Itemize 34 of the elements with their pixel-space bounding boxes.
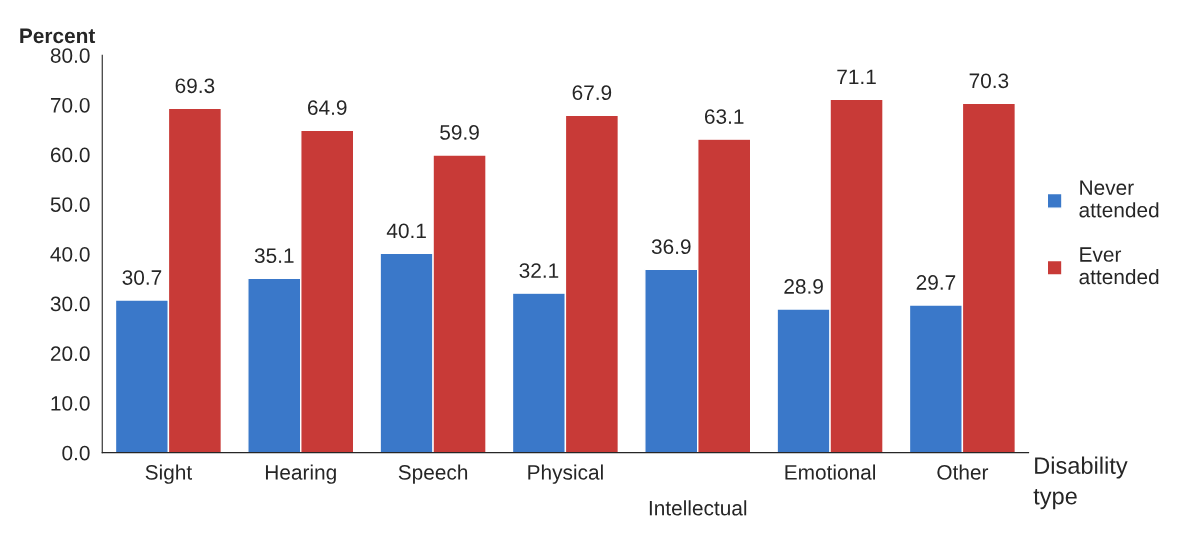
data-label: 32.1 — [519, 263, 559, 278]
x-tick-label: Intellectual — [649, 500, 747, 516]
data-label: 29.7 — [916, 275, 956, 290]
x-axis-title: Disability type — [1033, 456, 1128, 510]
x-tick-label: Speech — [398, 464, 468, 484]
data-label: 69.3 — [175, 78, 215, 94]
x-tick-label: Emotional — [785, 464, 875, 480]
y-tick-label: 20.0 — [50, 346, 90, 362]
y-tick-label: 50.0 — [50, 197, 90, 212]
data-label: 70.3 — [969, 73, 1009, 89]
legend-label: Never attended — [1079, 180, 1159, 218]
data-label: 59.9 — [440, 125, 479, 140]
y-tick-label: 80.0 — [50, 48, 90, 63]
x-tick-label: Other — [937, 464, 989, 480]
data-label: 63.1 — [704, 109, 744, 124]
y-tick-label: 0.0 — [62, 445, 90, 461]
y-tick-label: 10.0 — [51, 395, 90, 411]
x-tick-label: Physical — [528, 464, 603, 484]
data-label: 40.1 — [386, 223, 426, 239]
x-tick-label: Sight — [145, 464, 193, 484]
data-label: 28.9 — [784, 279, 823, 294]
x-tick-label: Hearing — [265, 464, 336, 484]
data-label: 71.1 — [837, 69, 876, 84]
data-label: 30.7 — [122, 270, 162, 285]
data-label: 67.9 — [572, 85, 612, 101]
y-tick-label: 60.0 — [50, 147, 90, 163]
y-tick-label: 30.0 — [50, 296, 90, 312]
y-tick-label: 40.0 — [50, 246, 90, 262]
data-label: 36.9 — [651, 239, 691, 255]
data-label: 64.9 — [308, 100, 347, 115]
legend-label: Ever attended — [1079, 247, 1159, 285]
data-label: 35.1 — [254, 248, 294, 264]
y-tick-label: 70.0 — [50, 97, 90, 113]
y-axis-title: Percent — [20, 28, 96, 44]
